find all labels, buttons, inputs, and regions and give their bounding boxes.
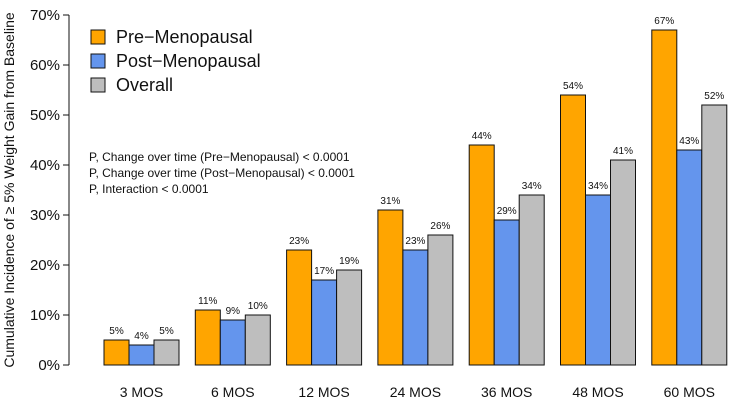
y-tick-label: 50% bbox=[30, 107, 60, 124]
bar bbox=[651, 29, 678, 366]
data-label: 34% bbox=[588, 181, 608, 192]
bar bbox=[377, 209, 404, 366]
data-label: 9% bbox=[226, 306, 241, 317]
y-tick-label: 10% bbox=[30, 307, 60, 324]
p-value-annotation: P, Change over time (Post−Menopausal) < … bbox=[89, 166, 355, 180]
bar bbox=[219, 319, 246, 366]
data-label: 29% bbox=[497, 206, 517, 217]
legend-label: Overall bbox=[116, 75, 173, 95]
data-label: 4% bbox=[134, 331, 149, 342]
x-tick-label: 60 MOS bbox=[664, 384, 715, 400]
data-label: 5% bbox=[159, 326, 174, 337]
bar bbox=[402, 249, 429, 366]
bar bbox=[676, 149, 703, 366]
bars bbox=[103, 29, 728, 366]
y-axis: 0% 10% 20% 30% 40% 50% 60% 70% bbox=[30, 7, 70, 374]
x-axis: 3 MOS 6 MOS 12 MOS 24 MOS 36 MOS 48 MOS 60 MOS bbox=[120, 384, 715, 400]
legend-label: Post−Menopausal bbox=[116, 51, 261, 71]
y-tick-label: 60% bbox=[30, 57, 60, 74]
bar bbox=[336, 269, 363, 366]
x-tick-label: 3 MOS bbox=[120, 384, 164, 400]
legend: Pre−Menopausal Post−Menopausal Overall bbox=[90, 27, 261, 95]
bar bbox=[493, 219, 520, 366]
bar bbox=[468, 144, 495, 366]
x-tick-label: 6 MOS bbox=[211, 384, 255, 400]
x-tick-label: 36 MOS bbox=[481, 384, 532, 400]
bar bbox=[701, 104, 728, 366]
data-label: 67% bbox=[654, 16, 674, 27]
data-label: 23% bbox=[405, 236, 425, 247]
y-axis-label: Cumulative Incidence of ≥ 5% Weight Gain… bbox=[1, 12, 17, 367]
data-label: 23% bbox=[289, 236, 309, 247]
data-label: 54% bbox=[563, 81, 583, 92]
data-label: 34% bbox=[522, 181, 542, 192]
bar-labels: 5% 4% 5% 11% 9% 10% 23% 17% 19% 31% 23% 26% 44% 29% 34… bbox=[109, 16, 724, 342]
data-label: 5% bbox=[109, 326, 124, 337]
data-label: 26% bbox=[430, 221, 450, 232]
x-tick-label: 24 MOS bbox=[390, 384, 441, 400]
legend-swatch bbox=[90, 77, 106, 93]
y-tick-label: 70% bbox=[30, 7, 60, 24]
p-value-annotation: P, Change over time (Pre−Menopausal) < 0… bbox=[89, 150, 350, 164]
bar bbox=[128, 344, 155, 366]
data-label: 44% bbox=[472, 131, 492, 142]
y-tick-label: 30% bbox=[30, 207, 60, 224]
bar bbox=[518, 194, 545, 366]
y-tick-label: 0% bbox=[38, 357, 60, 374]
y-tick-label: 40% bbox=[30, 157, 60, 174]
data-label: 31% bbox=[380, 196, 400, 207]
bar bbox=[311, 279, 338, 366]
bar bbox=[153, 339, 180, 366]
bar bbox=[103, 339, 130, 366]
x-tick-label: 12 MOS bbox=[298, 384, 349, 400]
data-label: 43% bbox=[679, 136, 699, 147]
bar bbox=[560, 94, 586, 366]
legend-swatch bbox=[90, 53, 106, 69]
data-label: 41% bbox=[613, 146, 633, 157]
data-label: 17% bbox=[314, 266, 334, 277]
bar bbox=[194, 309, 221, 366]
bar bbox=[244, 314, 271, 366]
bar bbox=[286, 249, 313, 366]
legend-swatch bbox=[90, 29, 106, 45]
annotations: P, Change over time (Pre−Menopausal) < 0… bbox=[89, 150, 355, 196]
bar bbox=[585, 194, 611, 366]
legend-label: Pre−Menopausal bbox=[116, 27, 253, 47]
data-label: 19% bbox=[339, 256, 359, 267]
data-label: 52% bbox=[704, 91, 724, 102]
data-label: 11% bbox=[198, 296, 217, 307]
y-tick-label: 20% bbox=[30, 257, 60, 274]
p-value-annotation: P, Interaction < 0.0001 bbox=[89, 182, 209, 196]
bar bbox=[427, 234, 454, 366]
data-label: 10% bbox=[248, 301, 268, 312]
bar bbox=[610, 159, 636, 366]
x-tick-label: 48 MOS bbox=[572, 384, 623, 400]
